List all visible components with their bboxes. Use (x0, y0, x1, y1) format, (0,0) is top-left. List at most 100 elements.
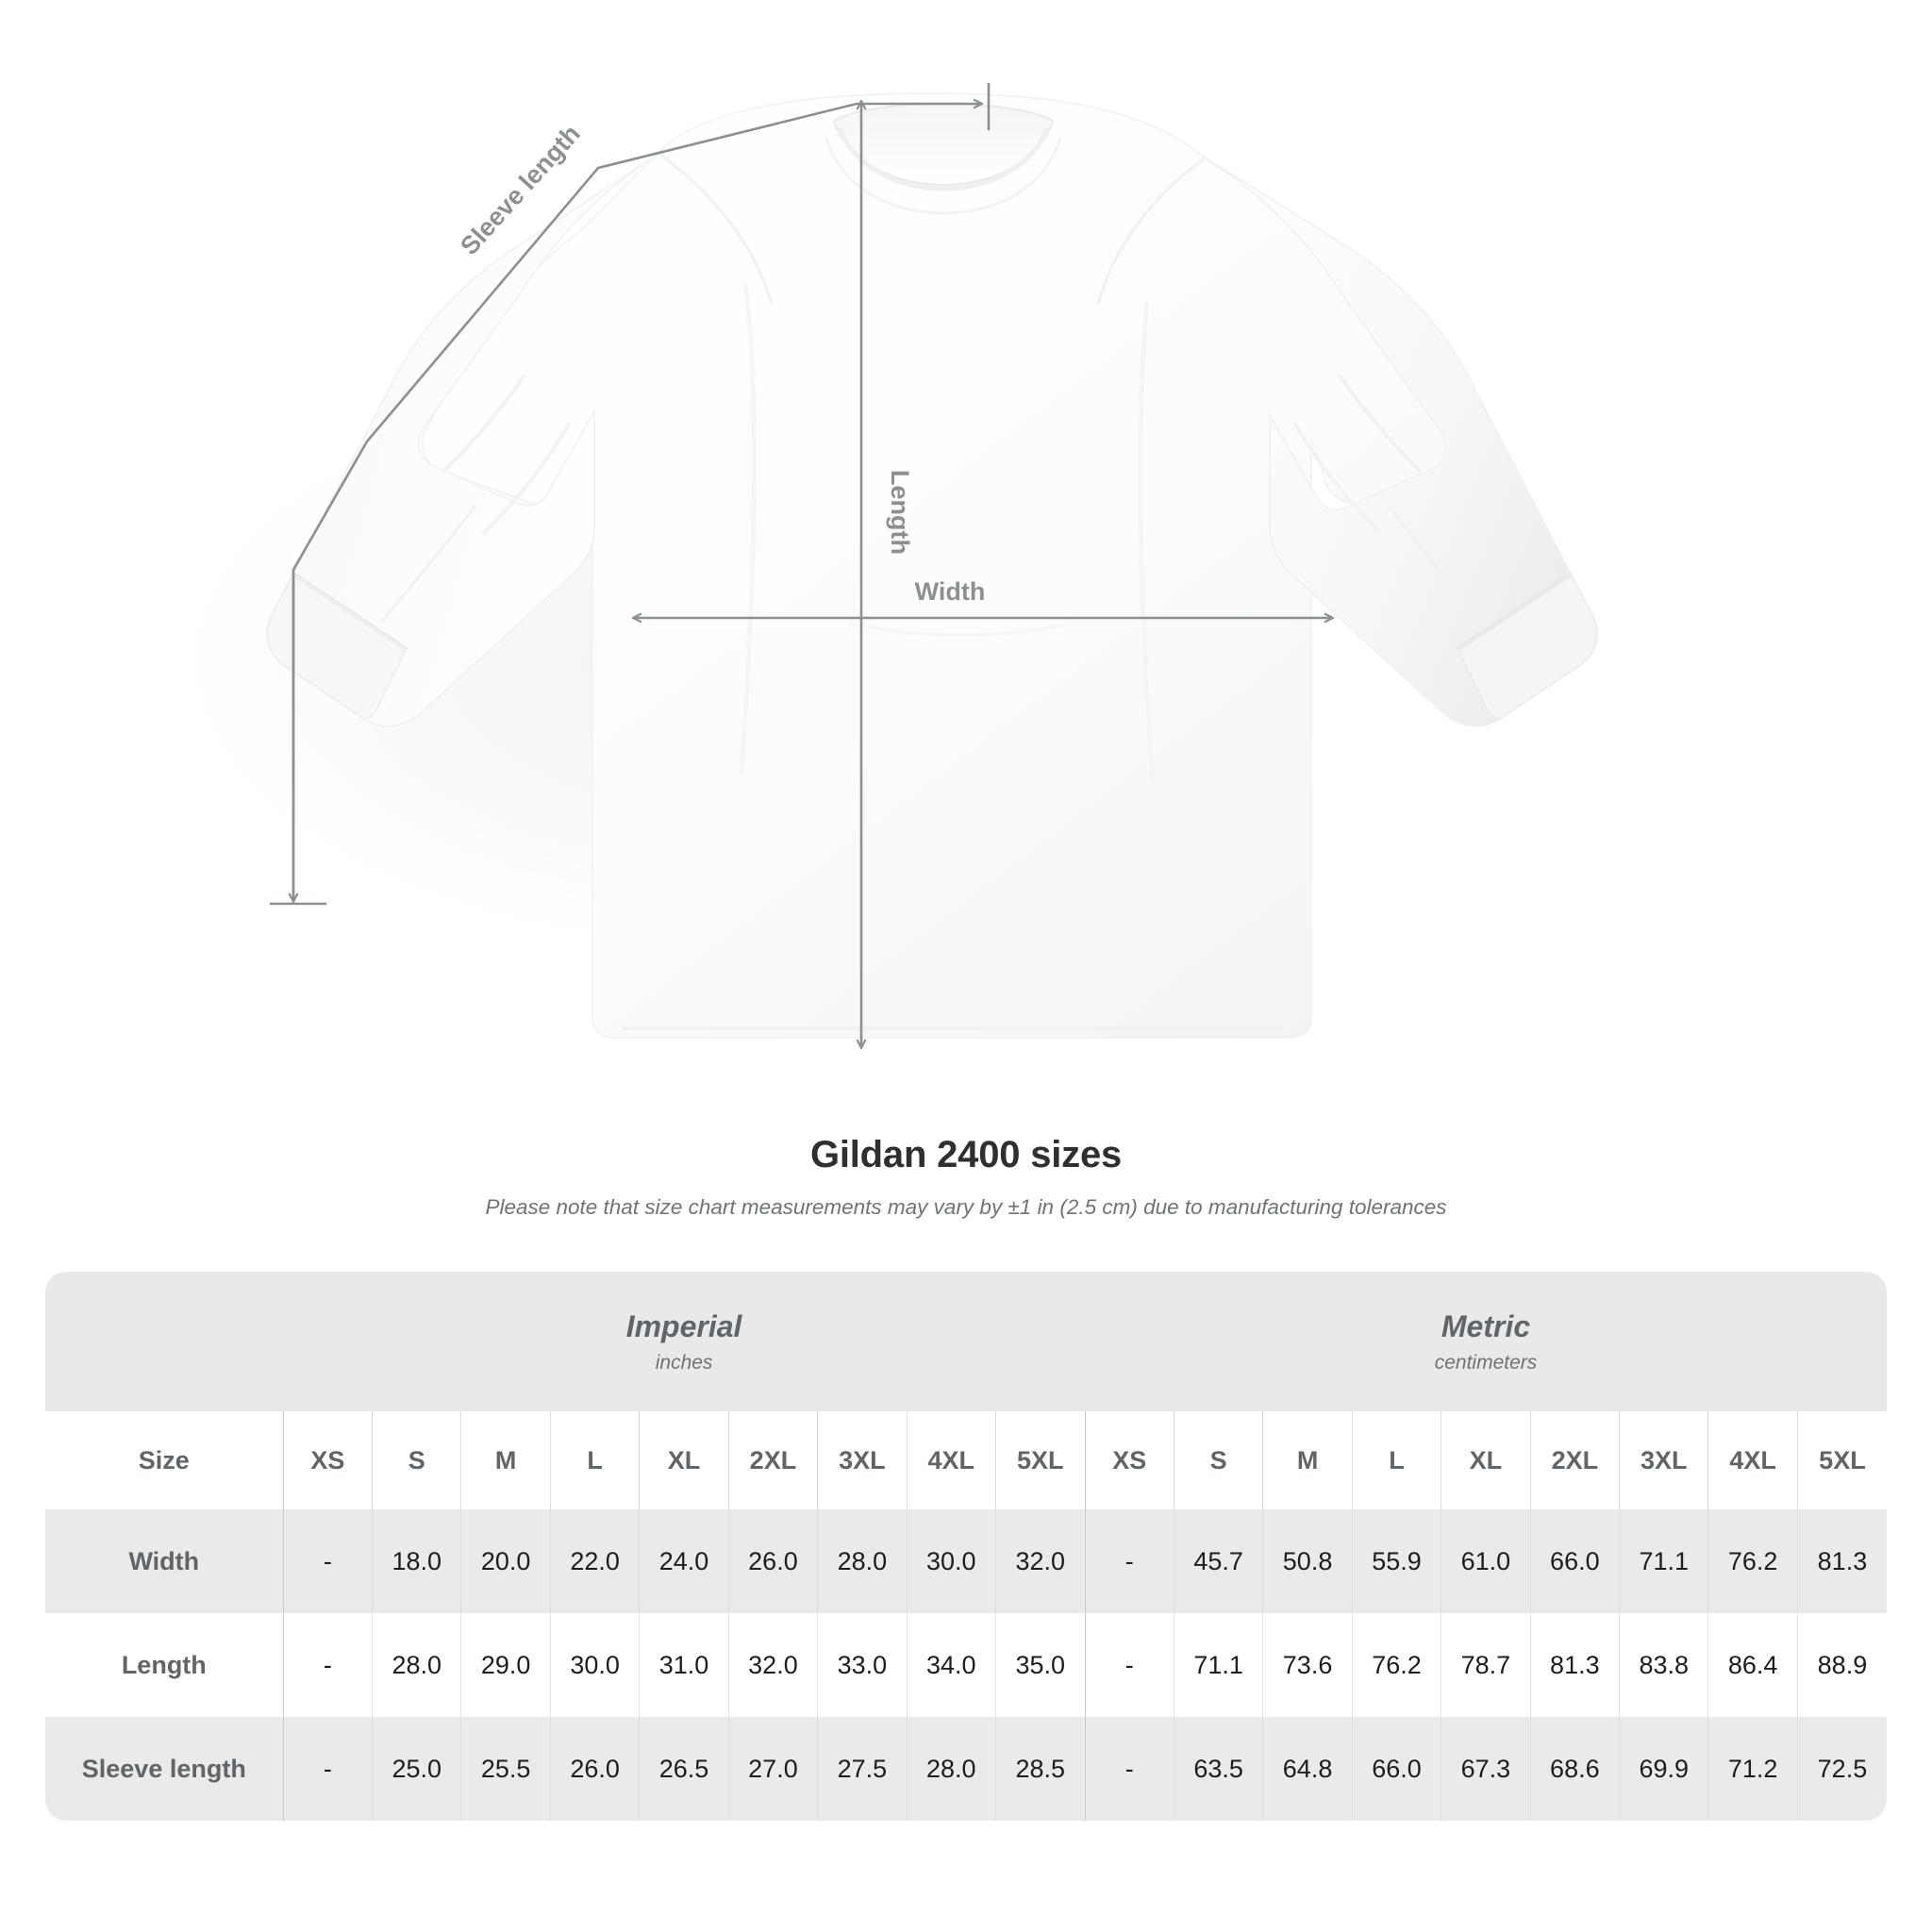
row-label-width: Width (45, 1509, 284, 1613)
cell-length-metric-5xl: 88.9 (1796, 1613, 1887, 1717)
cell-width-metric-l: 55.9 (1351, 1509, 1441, 1613)
header-metric-l: L (1351, 1411, 1441, 1509)
header-imperial-4xl: 4XL (906, 1411, 996, 1509)
table-row: Sleeve length - 25.0 25.5 26.0 26.5 27.0… (45, 1717, 1887, 1821)
header-imperial-l: L (549, 1411, 640, 1509)
cell-width-metric-3xl: 71.1 (1619, 1509, 1708, 1613)
shirt-graphic (266, 92, 1598, 1039)
cell-sleeve-metric-2xl: 68.6 (1529, 1717, 1620, 1821)
header-metric-2xl: 2XL (1529, 1411, 1620, 1509)
cell-width-metric-m: 50.8 (1262, 1509, 1353, 1613)
size-table-container: Imperial inches Metric centimeters Size … (45, 1272, 1887, 1821)
cell-length-imperial-2xl: 32.0 (727, 1613, 818, 1717)
cell-width-metric-4xl: 76.2 (1707, 1509, 1798, 1613)
cell-width-imperial-xl: 24.0 (639, 1509, 729, 1613)
cell-width-metric-xl: 61.0 (1441, 1509, 1531, 1613)
cell-length-imperial-m: 29.0 (460, 1613, 551, 1717)
cell-sleeve-imperial-2xl: 27.0 (727, 1717, 818, 1821)
unit-group-metric-unit: centimeters (1434, 1351, 1538, 1374)
cell-length-metric-l: 76.2 (1351, 1613, 1441, 1717)
cell-sleeve-imperial-m: 25.5 (460, 1717, 551, 1821)
cell-sleeve-metric-3xl: 69.9 (1619, 1717, 1708, 1821)
header-metric-5xl: 5XL (1796, 1411, 1887, 1509)
table-row: Width - 18.0 20.0 22.0 24.0 26.0 28.0 30… (45, 1509, 1887, 1613)
cell-length-imperial-5xl: 35.0 (995, 1613, 1086, 1717)
cell-length-imperial-l: 30.0 (549, 1613, 640, 1717)
size-table: Imperial inches Metric centimeters Size … (45, 1272, 1887, 1821)
cell-width-imperial-4xl: 30.0 (906, 1509, 996, 1613)
tolerance-note: Please note that size chart measurements… (485, 1195, 1447, 1219)
cell-width-metric-5xl: 81.3 (1796, 1509, 1887, 1613)
cell-width-metric-s: 45.7 (1173, 1509, 1263, 1613)
cell-sleeve-imperial-s: 25.0 (372, 1717, 461, 1821)
cell-width-imperial-5xl: 32.0 (995, 1509, 1086, 1613)
cell-sleeve-imperial-3xl: 27.5 (817, 1717, 908, 1821)
cell-sleeve-metric-xs: - (1084, 1717, 1174, 1821)
garment-illustration: Sleeve length Length Width (142, 83, 1598, 1094)
size-header-row: Size XS S M L XL 2XL 3XL 4XL 5XL XS S M … (45, 1411, 1887, 1509)
cell-width-imperial-3xl: 28.0 (817, 1509, 908, 1613)
cell-width-imperial-2xl: 26.0 (727, 1509, 818, 1613)
cell-sleeve-imperial-l: 26.0 (549, 1717, 640, 1821)
cell-width-metric-xs: - (1084, 1509, 1174, 1613)
cell-length-imperial-3xl: 33.0 (817, 1613, 908, 1717)
cell-length-imperial-s: 28.0 (372, 1613, 461, 1717)
cell-sleeve-metric-m: 64.8 (1262, 1717, 1353, 1821)
header-metric-s: S (1173, 1411, 1263, 1509)
title-block: Gildan 2400 sizes Please note that size … (0, 1132, 1932, 1220)
unit-group-metric: Metric centimeters (1085, 1272, 1887, 1411)
unit-group-metric-name: Metric (1441, 1309, 1531, 1344)
cell-sleeve-imperial-xs: - (282, 1717, 373, 1821)
header-imperial-xl: XL (639, 1411, 729, 1509)
unit-group-imperial-name: Imperial (625, 1309, 742, 1344)
header-imperial-5xl: 5XL (995, 1411, 1086, 1509)
length-label: Length (886, 470, 914, 555)
cell-sleeve-imperial-xl: 26.5 (639, 1717, 729, 1821)
cell-length-imperial-xs: - (282, 1613, 373, 1717)
cell-length-metric-s: 71.1 (1173, 1613, 1263, 1717)
header-metric-4xl: 4XL (1707, 1411, 1798, 1509)
row-label-length: Length (45, 1613, 284, 1717)
cell-sleeve-imperial-5xl: 28.5 (995, 1717, 1086, 1821)
unit-group-imperial: Imperial inches (283, 1272, 1086, 1411)
cell-width-imperial-l: 22.0 (549, 1509, 640, 1613)
header-size-label: Size (45, 1411, 284, 1509)
table-row: Length - 28.0 29.0 30.0 31.0 32.0 33.0 3… (45, 1613, 1887, 1717)
cell-width-imperial-m: 20.0 (460, 1509, 551, 1613)
page-title: Gildan 2400 sizes (809, 1134, 1123, 1175)
cell-length-metric-m: 73.6 (1262, 1613, 1353, 1717)
length-annotation: Length (861, 102, 914, 1047)
cell-sleeve-metric-5xl: 72.5 (1796, 1717, 1887, 1821)
unit-banner-spacer (45, 1272, 284, 1411)
header-imperial-m: M (460, 1411, 551, 1509)
cell-sleeve-metric-s: 63.5 (1173, 1717, 1263, 1821)
header-metric-xl: XL (1441, 1411, 1531, 1509)
unit-banner-row: Imperial inches Metric centimeters (45, 1272, 1887, 1411)
header-imperial-3xl: 3XL (817, 1411, 908, 1509)
cell-sleeve-metric-xl: 67.3 (1441, 1717, 1531, 1821)
cell-width-imperial-xs: - (282, 1509, 373, 1613)
header-metric-3xl: 3XL (1619, 1411, 1708, 1509)
header-imperial-2xl: 2XL (727, 1411, 818, 1509)
header-imperial-s: S (372, 1411, 461, 1509)
header-imperial-xs: XS (282, 1411, 373, 1509)
cell-length-imperial-4xl: 34.0 (906, 1613, 996, 1717)
cell-width-imperial-s: 18.0 (372, 1509, 461, 1613)
cell-length-metric-4xl: 86.4 (1707, 1613, 1798, 1717)
cell-length-metric-xl: 78.7 (1441, 1613, 1531, 1717)
row-label-sleeve-length: Sleeve length (45, 1717, 284, 1821)
cell-sleeve-metric-l: 66.0 (1351, 1717, 1441, 1821)
header-metric-xs: XS (1084, 1411, 1174, 1509)
cell-sleeve-imperial-4xl: 28.0 (906, 1717, 996, 1821)
header-metric-m: M (1262, 1411, 1353, 1509)
cell-width-metric-2xl: 66.0 (1529, 1509, 1620, 1613)
width-label: Width (915, 577, 986, 606)
sleeve-length-label: Sleeve length (455, 120, 586, 260)
cell-length-metric-2xl: 81.3 (1529, 1613, 1620, 1717)
unit-group-imperial-unit: inches (655, 1351, 713, 1374)
cell-sleeve-metric-4xl: 71.2 (1707, 1717, 1798, 1821)
cell-length-metric-xs: - (1084, 1613, 1174, 1717)
width-annotation: Width (634, 577, 1332, 618)
cell-length-imperial-xl: 31.0 (639, 1613, 729, 1717)
